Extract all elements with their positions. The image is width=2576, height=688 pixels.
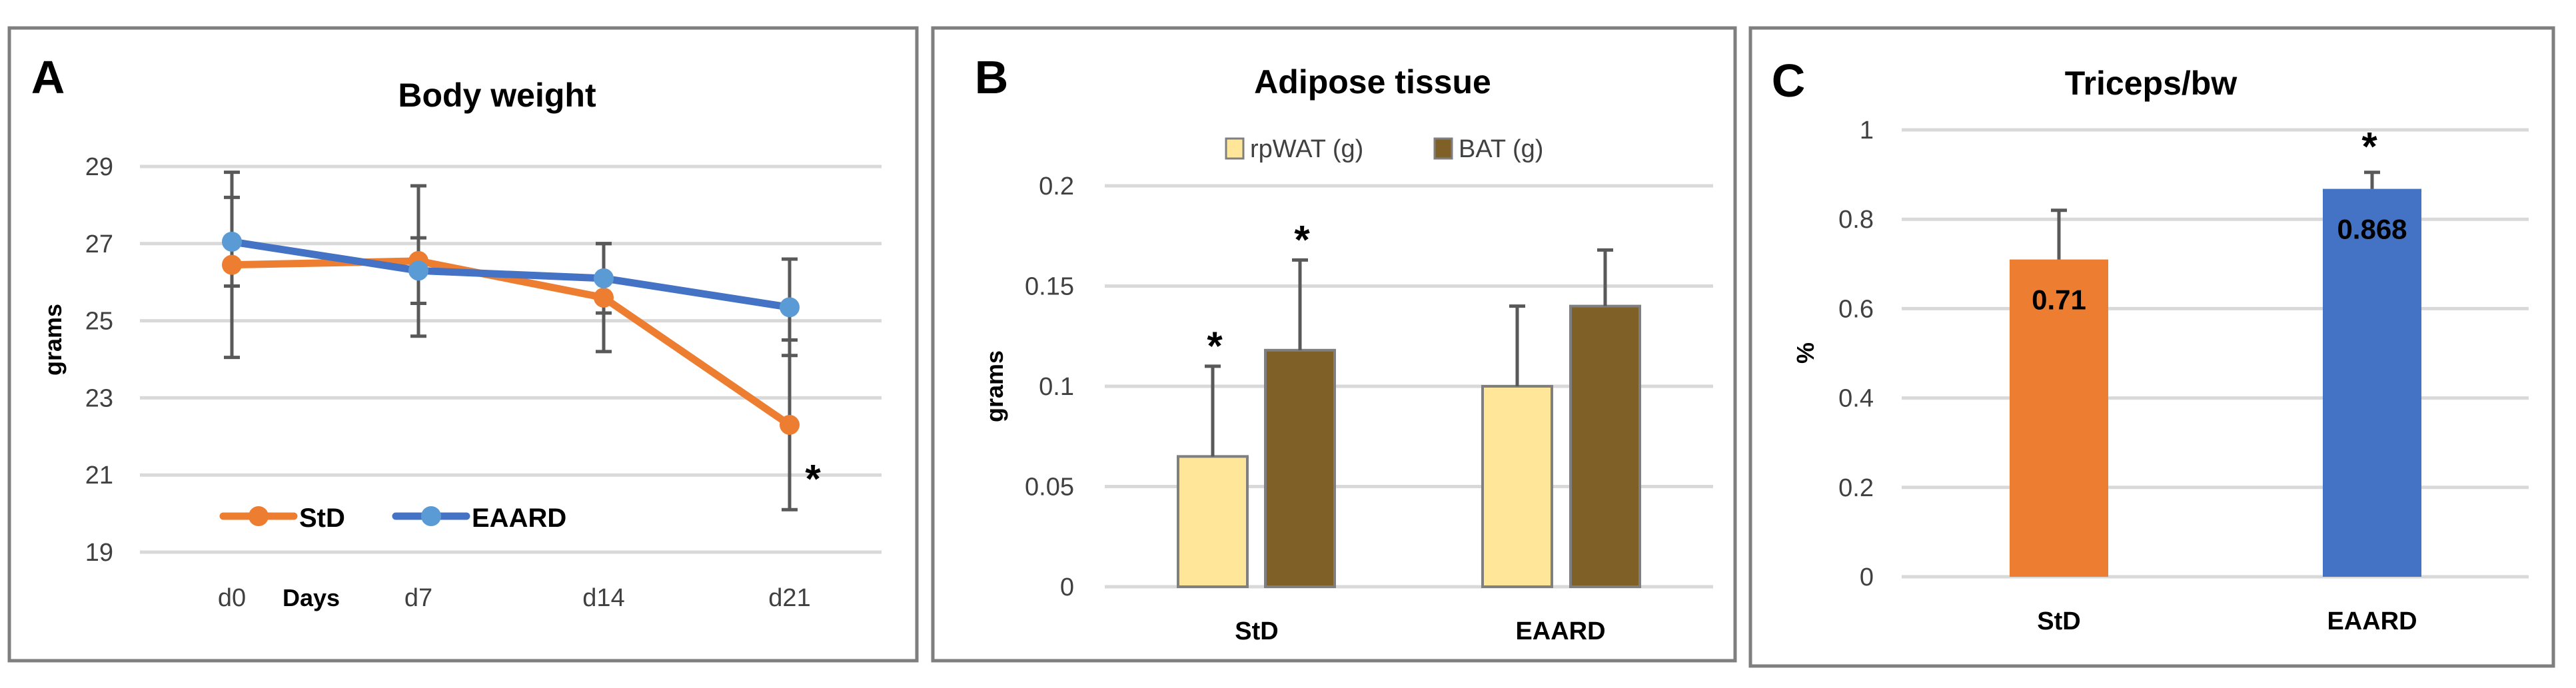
x-tick-label: EAARD bbox=[1515, 617, 1605, 645]
panel-a: A Body weight 19 21 23 25 27 29 grams d0 d7 d14 d21 D… bbox=[7, 26, 919, 663]
y-tick-label: 0.15 bbox=[1025, 273, 1074, 301]
y-tick-label: 0.4 bbox=[1838, 385, 1874, 413]
significance-marker: * bbox=[805, 456, 821, 501]
x-tick-label: d0 bbox=[218, 584, 246, 612]
data-point bbox=[780, 297, 800, 318]
y-tick-label: 27 bbox=[85, 230, 113, 258]
data-point bbox=[594, 268, 614, 288]
x-tick-label: d14 bbox=[582, 584, 624, 612]
panel-label: A bbox=[31, 51, 65, 103]
y-axis-label: grams bbox=[39, 304, 67, 376]
y-tick-label: 0.8 bbox=[1838, 206, 1874, 234]
x-tick-label: StD bbox=[1235, 617, 1278, 645]
y-tick-label: 0.1 bbox=[1039, 373, 1074, 401]
chart-title: Adipose tissue bbox=[1254, 63, 1491, 101]
bar-eaard bbox=[2323, 188, 2421, 577]
x-tick-label: StD bbox=[2037, 607, 2080, 635]
series-line-std bbox=[231, 257, 792, 428]
legend-marker bbox=[421, 506, 441, 526]
x-axis-label: Days bbox=[283, 584, 340, 611]
y-tick-label: 0 bbox=[1060, 573, 1074, 601]
significance-marker: * bbox=[1294, 217, 1310, 262]
data-label: 0.71 bbox=[2032, 284, 2086, 316]
legend-swatch bbox=[1225, 137, 1245, 160]
panel-label: B bbox=[975, 51, 1009, 103]
y-tick-label: 1 bbox=[1860, 117, 1874, 145]
y-tick-label: 29 bbox=[85, 153, 113, 181]
legend-marker bbox=[249, 506, 269, 526]
y-tick-label: 23 bbox=[85, 384, 113, 412]
y-tick-label: 0.6 bbox=[1838, 295, 1874, 323]
data-point bbox=[222, 231, 242, 252]
y-tick-label: 0.2 bbox=[1039, 172, 1074, 200]
y-tick-label: 25 bbox=[85, 308, 113, 336]
y-tick-label: 0.2 bbox=[1838, 474, 1874, 502]
x-tick-label: d7 bbox=[404, 584, 432, 612]
panel-label: C bbox=[1772, 55, 1806, 107]
data-point bbox=[780, 414, 800, 435]
bar-std bbox=[2010, 259, 2108, 577]
legend-label: BAT (g) bbox=[1459, 135, 1543, 163]
legend-label: StD bbox=[299, 504, 345, 533]
panel-b: B Adipose tissue 0 0.05 0.1 0.15 0.2 grams StD EA… bbox=[931, 26, 1737, 663]
y-tick-label: 0.05 bbox=[1025, 474, 1074, 502]
panel-border bbox=[7, 26, 919, 663]
significance-marker: * bbox=[1207, 324, 1223, 368]
x-tick-label: d21 bbox=[768, 584, 810, 612]
chart-title: Triceps/bw bbox=[2065, 65, 2238, 102]
chart-title: Body weight bbox=[398, 77, 596, 114]
data-point bbox=[594, 287, 614, 308]
series-line-eaard bbox=[231, 238, 790, 311]
legend-label: EAARD bbox=[472, 504, 566, 533]
y-tick-label: 19 bbox=[85, 539, 113, 567]
y-tick-label: 21 bbox=[85, 462, 113, 490]
data-point bbox=[408, 260, 428, 281]
data-point bbox=[222, 254, 242, 275]
y-axis-label: % bbox=[1792, 342, 1819, 364]
legend-label: rpWAT (g) bbox=[1250, 135, 1363, 163]
bar-rpwat bbox=[1177, 455, 1249, 588]
x-tick-label: EAARD bbox=[2327, 607, 2417, 635]
bar-rpwat bbox=[1481, 385, 1553, 588]
legend-swatch bbox=[1433, 137, 1453, 160]
bar-bat bbox=[1264, 348, 1336, 588]
panel-c: C Triceps/bw 0 0.2 0.4 0.6 0.8 1% 0.71 StD 0.868 * E… bbox=[1748, 26, 2555, 668]
y-axis-label: grams bbox=[981, 350, 1008, 422]
bar-bat bbox=[1569, 304, 1641, 588]
data-label: 0.868 bbox=[2337, 214, 2407, 245]
y-tick-label: 0 bbox=[1860, 563, 1874, 591]
significance-marker: * bbox=[2361, 125, 2377, 169]
